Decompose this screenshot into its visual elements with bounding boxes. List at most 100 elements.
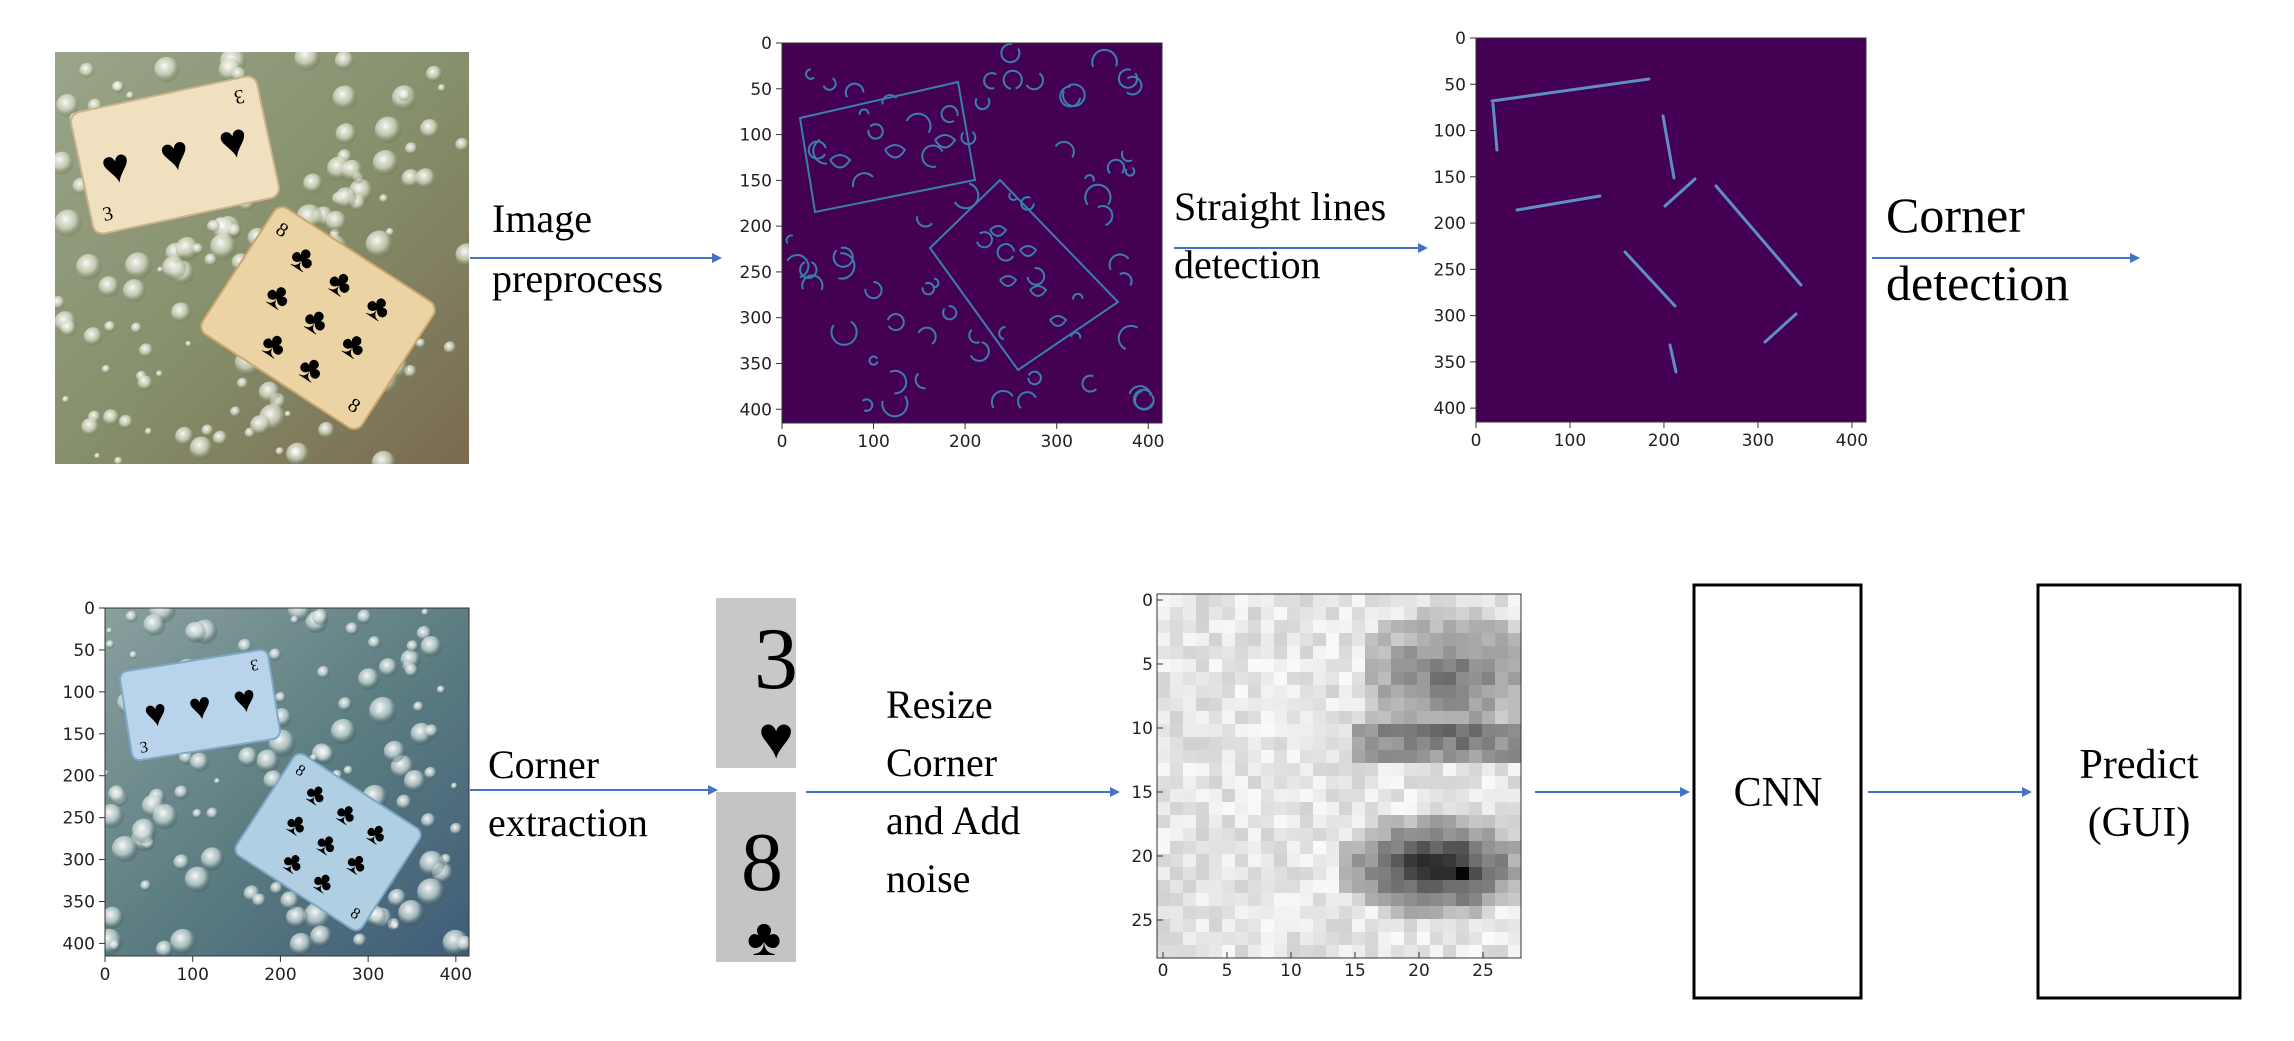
heatmap-cell <box>1365 867 1379 881</box>
heatmap-cell <box>1300 607 1314 621</box>
bubble <box>101 364 111 374</box>
bubble <box>368 636 382 650</box>
heatmap-cell <box>1196 776 1210 790</box>
heatmap-cell <box>1248 594 1262 608</box>
heatmap-cell <box>1443 724 1457 738</box>
heatmap-cell <box>1261 672 1275 686</box>
heatmap-cell <box>1157 711 1171 725</box>
heatmap-cell <box>1404 789 1418 803</box>
playing-card-hearts: ♥ ♥ ♥ 3 3 <box>119 648 281 762</box>
heatmap-cell <box>1196 919 1210 933</box>
heatmap-cell <box>1313 594 1327 608</box>
heatmap-cell <box>1482 633 1496 647</box>
bubble <box>111 81 124 93</box>
heatmap-cell <box>1365 919 1379 933</box>
bubble <box>330 718 357 745</box>
heatmap-cell <box>1261 893 1275 907</box>
heatmap-cell <box>1235 659 1249 673</box>
bubble <box>275 447 285 456</box>
heatmap-cell <box>1365 685 1379 699</box>
bubble <box>111 835 139 863</box>
heatmap-cell <box>1209 867 1223 881</box>
heatmap-cell <box>1378 685 1392 699</box>
bubble <box>104 320 116 333</box>
heatmap-cell <box>1365 620 1379 634</box>
edge-arc <box>953 182 980 210</box>
heatmap-cell <box>1326 711 1340 725</box>
bubble <box>204 253 218 267</box>
heatmap-cell <box>1274 698 1288 712</box>
bubble <box>212 430 228 446</box>
heatmap-cell <box>1274 945 1288 959</box>
heatmap-cell <box>1261 867 1275 881</box>
edge-arc <box>1070 331 1082 339</box>
edge-arc <box>921 282 935 296</box>
heatmap-cell <box>1365 750 1379 764</box>
heatmap-cell <box>1469 815 1483 829</box>
heatmap-cell <box>1274 932 1288 946</box>
heatmap-cell <box>1495 750 1509 764</box>
heatmap-cell <box>1313 789 1327 803</box>
heatmap-cell <box>1196 815 1210 829</box>
heatmap-cell <box>1313 711 1327 725</box>
heatmap-cell <box>1365 932 1379 946</box>
heatmap-cell <box>1326 906 1340 920</box>
bubble <box>284 410 292 418</box>
heatmap-cell <box>1443 945 1457 959</box>
heatmap-cell <box>1508 620 1522 634</box>
heatmap-cell <box>1274 828 1288 842</box>
heatmap-cell <box>1508 802 1522 816</box>
bubble <box>238 747 259 767</box>
bubble <box>249 415 271 436</box>
label-extraction: extraction <box>488 800 648 845</box>
heatmap-cell <box>1508 789 1522 803</box>
heatmap-cell <box>1443 711 1457 725</box>
bubble <box>294 52 321 71</box>
predict-gui-label: (GUI) <box>2088 800 2191 846</box>
heatmap-cell <box>1339 763 1353 777</box>
bubble <box>437 84 446 92</box>
heatmap-cell <box>1508 932 1522 946</box>
heatmap-cell <box>1469 854 1483 868</box>
heatmap-cell <box>1183 893 1197 907</box>
edge-arc <box>916 216 933 228</box>
heatmap-cell <box>1222 672 1236 686</box>
heatmap-cell <box>1326 685 1340 699</box>
heatmap-cell <box>1508 919 1522 933</box>
heatmap-cell <box>1196 594 1210 608</box>
heatmap-cell <box>1391 893 1405 907</box>
edge-arc <box>1008 192 1018 201</box>
bubble <box>317 666 331 679</box>
detected-line-segments <box>1490 77 1803 374</box>
y-tick-label: 10 <box>1131 719 1153 739</box>
heatmap-cell <box>1508 607 1522 621</box>
heatmap-cell <box>1352 620 1366 634</box>
heatmap-cell <box>1352 789 1366 803</box>
heatmap-cell <box>1443 906 1457 920</box>
heatmap-cell <box>1456 750 1470 764</box>
heatmap-cell <box>1339 659 1353 673</box>
x-tick-label: 5 <box>1222 961 1233 981</box>
heatmap-cell <box>1352 932 1366 946</box>
heatmap-cell <box>1157 893 1171 907</box>
heatmap-cell <box>1378 867 1392 881</box>
heatmap-cell <box>1248 633 1262 647</box>
heatmap-cell <box>1469 893 1483 907</box>
heatmap-cell <box>1248 698 1262 712</box>
heatmap-cell <box>1326 737 1340 751</box>
heatmap-cell <box>1365 945 1379 959</box>
heatmap-cell <box>1469 646 1483 660</box>
heatmap-cell <box>1261 932 1275 946</box>
heatmap-cell <box>1430 633 1444 647</box>
heatmap-cell <box>1326 594 1340 608</box>
bubble <box>343 765 354 776</box>
bubble <box>456 935 469 953</box>
heatmap-cell <box>1391 802 1405 816</box>
heatmap-cell <box>1183 672 1197 686</box>
heatmap-cell <box>1339 893 1353 907</box>
heatmap-cell <box>1443 789 1457 803</box>
heatmap-cell <box>1248 880 1262 894</box>
heatmap-cell <box>1495 828 1509 842</box>
bubble <box>403 769 427 793</box>
